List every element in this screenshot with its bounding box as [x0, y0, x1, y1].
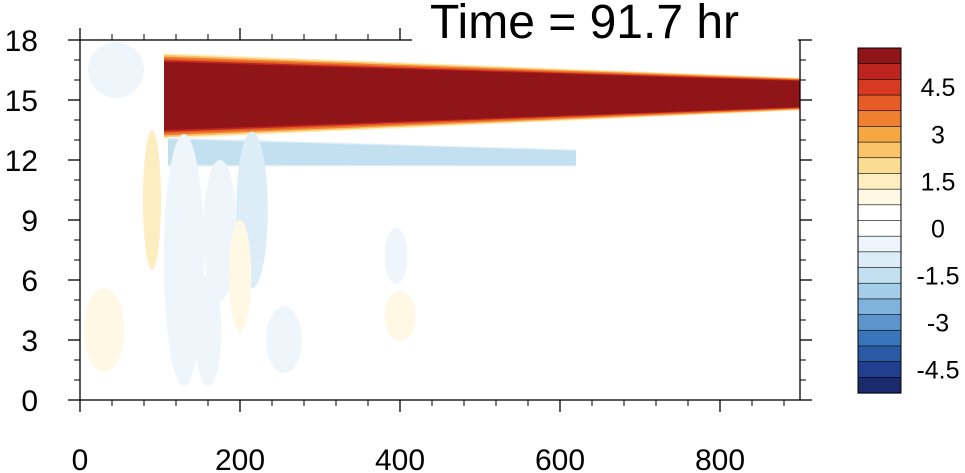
contour-feature: [642, 336, 670, 376]
y-tick-label: 15: [5, 85, 38, 118]
colorbar-label: -3: [927, 309, 949, 337]
contour-field: [83, 42, 800, 400]
x-tick-label: 400: [375, 444, 425, 473]
contour-feature: [143, 130, 161, 270]
colorbar-swatch: [857, 63, 902, 80]
colorbar-swatch: [857, 235, 902, 253]
contour-level: [164, 62, 800, 130]
colorbar-label: 0: [931, 215, 945, 243]
contour-level: [163, 134, 205, 386]
colorbar-swatch: [857, 345, 902, 363]
contour-feature: [203, 160, 237, 300]
contour-level: [384, 228, 408, 284]
contour-level: [83, 288, 125, 372]
x-tick-label: 0: [72, 444, 89, 473]
colorbar-swatch: [857, 220, 902, 237]
colorbar-swatch: [857, 110, 902, 128]
colorbar-swatch: [857, 94, 902, 112]
colorbar-label: 3: [931, 121, 945, 149]
contour-level: [168, 140, 576, 165]
colorbar-swatch: [857, 314, 902, 331]
colorbar-swatch: [857, 282, 902, 300]
colorbar: 4.5 3 1.5 0 -1.5 -3 -4.5: [857, 47, 960, 394]
y-tick-label: 9: [21, 205, 38, 238]
colorbar-swatch: [857, 141, 902, 159]
colorbar-swatch: [857, 267, 902, 284]
x-tick-label: 200: [215, 444, 265, 473]
colorbar-frame: [857, 47, 902, 394]
contour-level: [230, 371, 410, 400]
contour-level: [228, 220, 252, 332]
contour-level: [266, 306, 302, 374]
contour-feature: [230, 371, 410, 400]
y-tick-label: 18: [5, 25, 38, 58]
y-tick-label: 0: [21, 385, 38, 418]
colorbar-label: -4.5: [916, 357, 959, 385]
colorbar-swatch: [857, 361, 902, 378]
contour-feature: [88, 42, 144, 98]
contour-feature: [266, 306, 302, 374]
contour-level: [682, 183, 710, 229]
contour-level: [143, 130, 161, 270]
y-tick-label: 12: [5, 145, 38, 178]
colorbar-swatch: [857, 79, 902, 96]
colorbar-swatch: [857, 204, 902, 222]
colorbar-swatch: [857, 329, 902, 347]
contour-feature: [163, 134, 205, 386]
contour-level: [203, 160, 237, 300]
x-tick-label: 800: [695, 444, 745, 473]
colorbar-swatch: [857, 251, 902, 269]
colorbar-swatch: [857, 173, 902, 190]
contour-level: [194, 274, 222, 386]
colorbar-label: 1.5: [921, 168, 956, 196]
chart-title: Time = 91.7 hr: [430, 0, 739, 49]
y-tick-label: 3: [21, 325, 38, 358]
contour-feature: [168, 136, 576, 168]
x-tick-label: 600: [535, 444, 585, 473]
contour-feature: [384, 228, 408, 284]
contour-level: [642, 336, 670, 376]
colorbar-swatch: [857, 298, 902, 316]
chart-title-group: Time = 91.7 hr: [412, 0, 798, 56]
contour-feature: [83, 288, 125, 372]
colorbar-label: -1.5: [916, 262, 959, 290]
colorbar-swatch: [857, 157, 902, 175]
axis-ticks: 0 200 400 600 800 0 3 6 9 12 15 18: [5, 25, 812, 473]
y-tick-label: 6: [21, 265, 38, 298]
colorbar-swatch: [857, 377, 902, 394]
colorbar-swatch: [857, 126, 902, 143]
colorbar-label: 4.5: [921, 74, 956, 102]
colorbar-swatch: [857, 47, 902, 65]
contour-feature: [164, 53, 800, 139]
contour-level: [384, 290, 416, 342]
contour-feature: [384, 290, 416, 342]
contour-feature: [194, 274, 222, 386]
title-background: [412, 0, 798, 56]
contour-feature: [682, 183, 710, 229]
colorbar-swatch: [857, 188, 902, 206]
contour-feature: [228, 220, 252, 332]
contour-level: [88, 42, 144, 98]
plot-area: [79, 39, 801, 401]
